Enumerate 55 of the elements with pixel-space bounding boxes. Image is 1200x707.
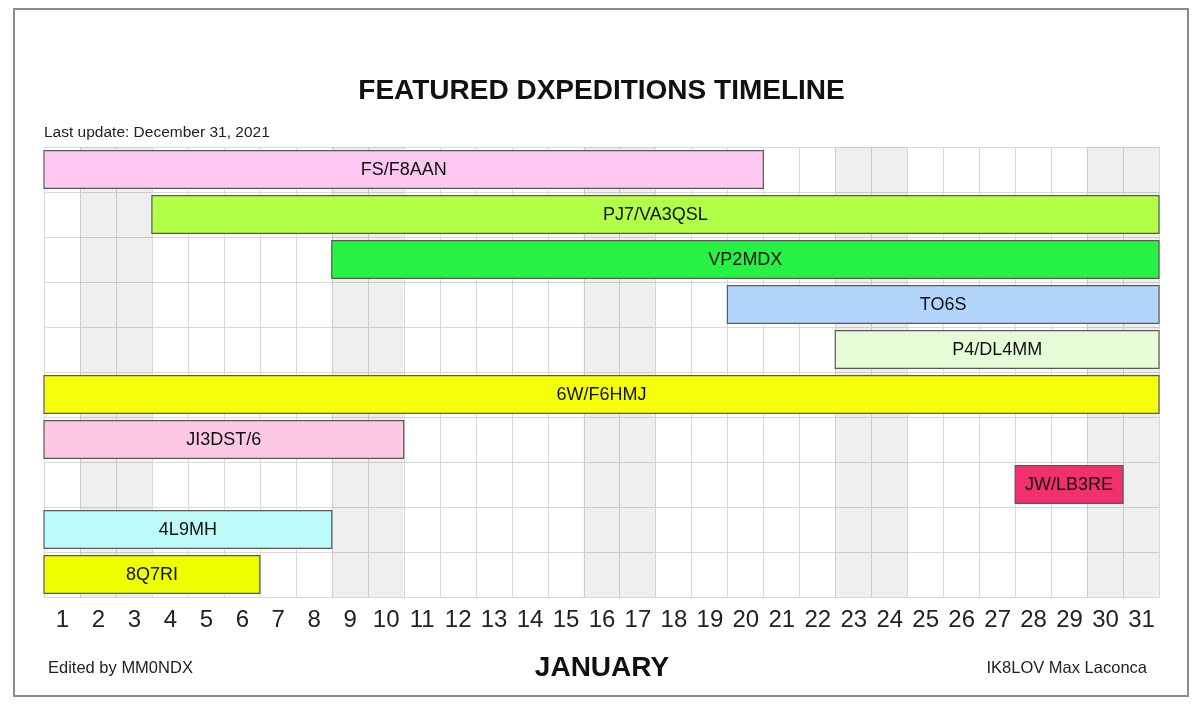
- x-tick-label: 23: [840, 604, 868, 632]
- bar: [834, 330, 1160, 369]
- x-tick-label: 17: [624, 604, 652, 632]
- annotation: 6W/F6HMJ: [556, 383, 647, 404]
- x-tick-label: 15: [552, 604, 580, 632]
- x-tick-label: 7: [271, 604, 285, 632]
- bar: [43, 555, 261, 594]
- bar: [331, 240, 1160, 279]
- x-tick-label: 1: [55, 604, 70, 632]
- x-tick-label: 19: [696, 604, 724, 632]
- x-tick-label: 10: [372, 604, 400, 632]
- x-tick-label: 27: [984, 604, 1011, 632]
- x-tick-label: 14: [516, 604, 544, 632]
- x-tick-label: 2: [91, 604, 106, 632]
- text: IK8LOV Max Laconca: [986, 658, 1148, 676]
- bar: [726, 285, 1160, 324]
- annotation: 8Q7RI: [125, 563, 178, 584]
- annotation: PJ7/VA3QSL: [603, 203, 708, 224]
- x-tick-label: 30: [1092, 604, 1119, 632]
- x-tick-label: 12: [444, 604, 472, 632]
- annotation: VP2MDX: [708, 248, 783, 269]
- x-tick-label: 6: [235, 604, 249, 632]
- x-tick-label: 4: [163, 604, 178, 632]
- x-tick-label: 5: [199, 604, 214, 632]
- bar: [43, 420, 405, 459]
- chart-subtitle: Last update: December 31, 2021: [44, 123, 270, 140]
- x-tick-label: 18: [660, 604, 688, 632]
- x-tick-label: 31: [1128, 604, 1155, 632]
- x-tick-label: 26: [948, 604, 976, 632]
- bar: [43, 375, 1160, 414]
- x-tick-label: 13: [480, 604, 508, 632]
- annotation: JW/LB3RE: [1025, 473, 1114, 494]
- x-tick-label: 22: [804, 604, 832, 632]
- x-tick-label: 8: [307, 604, 321, 632]
- annotation: P4/DL4MM: [952, 338, 1043, 359]
- bar: [43, 150, 764, 189]
- x-tick-label: 28: [1020, 604, 1047, 632]
- bar: [43, 510, 333, 549]
- chart-title: FEATURED DXPEDITIONS TIMELINE: [358, 74, 845, 105]
- annotation: JI3DST/6: [186, 428, 262, 449]
- x-tick-label: 21: [768, 604, 796, 632]
- x-tick-label: 24: [876, 604, 904, 632]
- x-tick-label: 29: [1056, 604, 1083, 632]
- annotation: FS/F8AAN: [360, 158, 447, 179]
- x-tick-label: 25: [912, 604, 940, 632]
- x-tick-label: 20: [732, 604, 760, 632]
- x-axis-title: JANUARY: [534, 650, 670, 682]
- text: Edited by MM0NDX: [48, 658, 193, 676]
- annotation: 4L9MH: [158, 518, 217, 539]
- x-tick-label: 3: [127, 604, 142, 632]
- bar: [151, 195, 1160, 234]
- x-tick-label: 16: [588, 604, 616, 632]
- x-tick-label: 9: [343, 604, 357, 632]
- x-tick-label: 11: [409, 604, 435, 632]
- annotation: TO6S: [919, 293, 967, 314]
